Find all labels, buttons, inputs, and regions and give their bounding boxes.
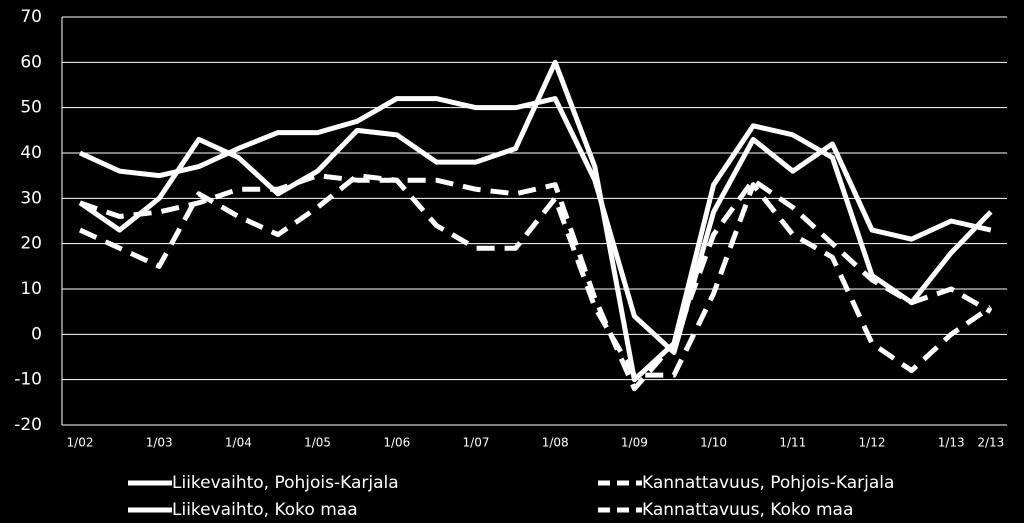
legend-label: Liikevaihto, Koko maa: [172, 500, 358, 520]
y-tick-label: 0: [31, 324, 42, 344]
y-tick-label: -10: [14, 370, 42, 390]
y-tick-label: 60: [20, 52, 42, 72]
y-tick-label: 10: [20, 279, 42, 299]
x-tick-label: 1/11: [779, 436, 806, 450]
x-tick-label: 1/10: [700, 436, 727, 450]
y-tick-label: 50: [20, 98, 42, 118]
x-tick-label: 1/03: [146, 436, 173, 450]
x-tick-label: 1/07: [463, 436, 490, 450]
y-tick-label: 20: [20, 234, 42, 254]
x-tick-label: 1/09: [621, 436, 648, 450]
series-line: [78, 173, 993, 378]
legend-label: Kannattavuus, Koko maa: [642, 500, 853, 520]
x-tick-label: 1/12: [859, 436, 886, 450]
legend-label: Liikevaihto, Pohjois-Karjala: [172, 473, 399, 493]
x-tick-label: 1/02: [67, 436, 94, 450]
x-tick-label: 1/05: [304, 436, 331, 450]
series-line: [78, 96, 992, 355]
x-tick-label: 1/13: [938, 436, 965, 450]
x-tick-label: 1/06: [383, 436, 410, 450]
x-tick-label: 1/08: [542, 436, 569, 450]
x-tick-label: 1/04: [225, 436, 252, 450]
y-tick-label: 30: [20, 188, 42, 208]
y-tick-label: 40: [20, 143, 42, 163]
series-line: [79, 173, 993, 392]
y-tick-label: 70: [20, 7, 42, 27]
y-tick-label: -20: [14, 415, 42, 435]
legend-label: Kannattavuus, Pohjois-Karjala: [642, 473, 894, 493]
x-tick-label: 2/13: [977, 436, 1004, 450]
